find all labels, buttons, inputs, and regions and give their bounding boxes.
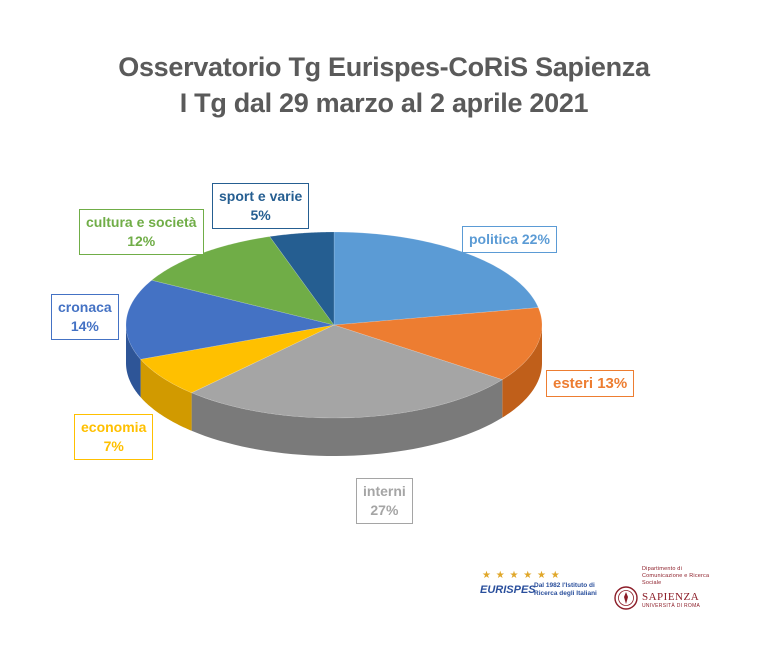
sapienza-university: UNIVERSITÀ DI ROMA [642, 603, 701, 609]
eurispes-name: EURISPES [480, 584, 536, 596]
label-sport-e-varie: sport e varie 5% [212, 183, 310, 229]
pie-side-esteri [502, 325, 542, 418]
eurispes-logo: ★ ★ ★ ★ ★ ★ EURISPES Dal 1982 l'Istituto… [474, 566, 604, 616]
label-esteri: esteri 13% [546, 370, 635, 397]
pie-slice-cronaca [125, 279, 335, 360]
chart-subtitle: I Tg dal 29 marzo al 2 aprile 2021 [179, 88, 589, 118]
eurispes-tagline: Dal 1982 l'Istituto di Ricerca degli Ita… [534, 582, 597, 597]
label-economia: economia 7% [74, 414, 154, 460]
pie-side-cronaca [126, 325, 141, 398]
sapienza-seal-icon [614, 586, 638, 610]
label-cronaca: cronaca 14% [51, 294, 119, 340]
label-interni: interni 27% [356, 478, 413, 524]
pie-slice-esteri [333, 307, 543, 380]
eurispes-stars: ★ ★ ★ ★ ★ ★ [482, 570, 561, 581]
pie-slice-sport-e-varie [269, 231, 335, 326]
sapienza-logo: Dipartimento di Comunicazione e Ricerca … [612, 566, 722, 616]
label-politica: politica 22% [462, 226, 557, 253]
pie-slice-politica [333, 231, 539, 326]
sapienza-name: SAPIENZA [642, 591, 700, 603]
pie-slice-interni [190, 324, 504, 419]
chart-title: Osservatorio Tg Eurispes-CoRiS Sapienza [118, 52, 650, 82]
sapienza-department: Dipartimento di Comunicazione e Ricerca … [642, 566, 710, 586]
pie-slice-economia [140, 324, 335, 394]
pie-side-interni [191, 379, 503, 456]
pie-side-economia [140, 359, 192, 431]
label-cultura-e-societa: cultura e società 12% [79, 209, 204, 255]
